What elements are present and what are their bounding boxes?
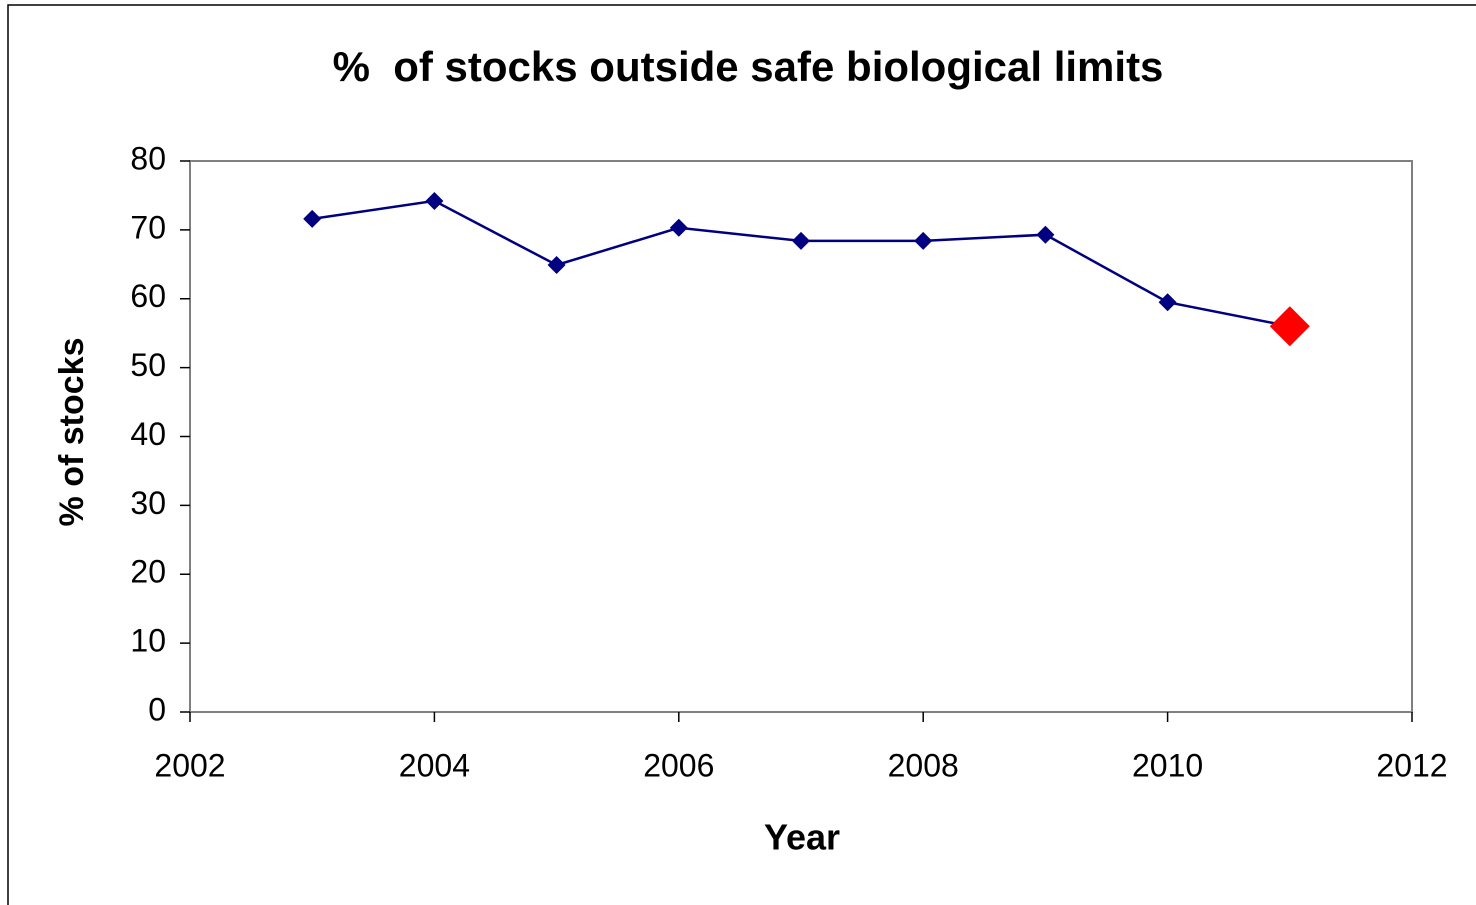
x-tick-label: 2012: [1376, 747, 1447, 783]
y-tick-label: 80: [130, 140, 166, 176]
data-point: [669, 218, 688, 237]
data-point: [1036, 225, 1055, 244]
data-point: [914, 231, 933, 250]
y-tick-label: 50: [130, 347, 166, 383]
data-point: [303, 209, 322, 228]
data-point: [792, 231, 810, 250]
y-tick-label: 30: [130, 485, 166, 521]
chart-title: % of stocks outside safe biological limi…: [333, 43, 1164, 90]
plot-area: [189, 160, 1413, 713]
data-point: [1269, 306, 1310, 347]
y-tick-label: 0: [148, 691, 166, 727]
data-point: [547, 256, 566, 275]
x-axis-title: Year: [764, 817, 840, 858]
y-axis-title: % of stocks: [53, 338, 91, 527]
y-tick-label: 60: [130, 278, 166, 314]
x-tick-label: 2008: [888, 747, 959, 783]
data-point: [1158, 293, 1177, 312]
y-tick-label: 10: [130, 623, 166, 659]
data-point: [425, 191, 444, 210]
y-tick-label: 70: [130, 209, 166, 245]
y-tick-label: 40: [130, 416, 166, 452]
x-tick-label: 2004: [399, 747, 470, 783]
x-tick-label: 2002: [154, 747, 225, 783]
x-tick-label: 2010: [1132, 747, 1203, 783]
x-tick-label: 2006: [643, 747, 714, 783]
y-tick-label: 20: [130, 554, 166, 590]
